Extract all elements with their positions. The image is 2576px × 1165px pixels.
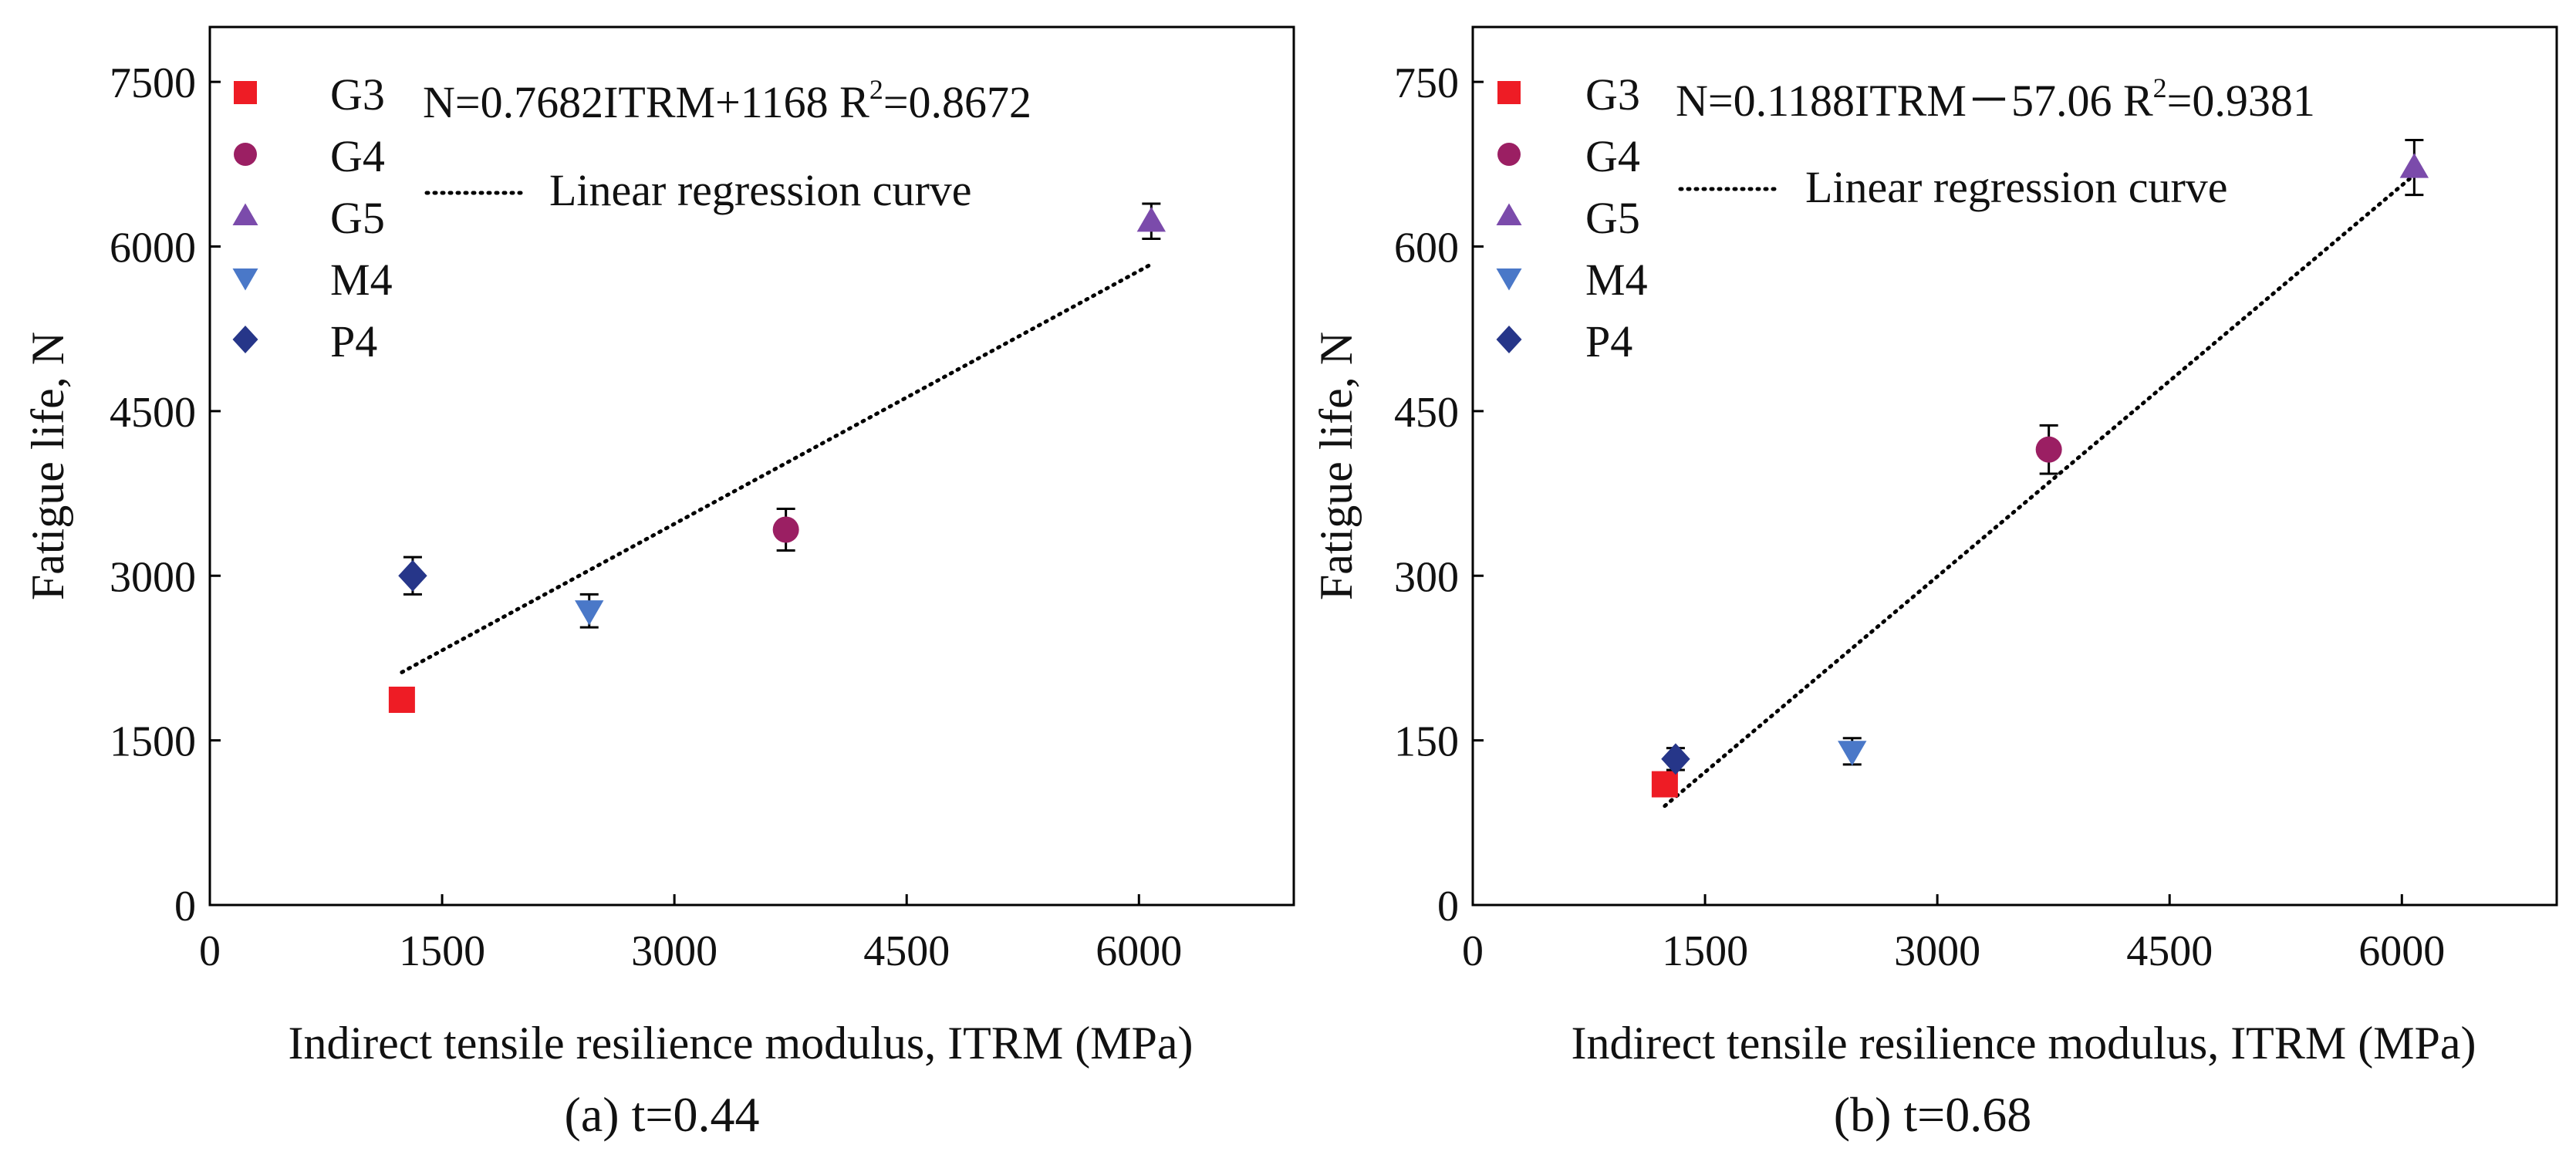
regression-line: [400, 262, 1153, 674]
legend: G3 G4 G5 M4 P4: [1496, 69, 1648, 366]
regression-legend-label: Linear regression curve: [1805, 162, 2228, 212]
y-axis-title: Fatigue life, N: [22, 332, 73, 600]
x-tick-label: 3000: [631, 927, 717, 975]
marker-g3: [388, 686, 415, 713]
legend-item-m4: M4: [1496, 255, 1648, 305]
y-tick-label: 4500: [110, 389, 196, 437]
point-g4: [772, 507, 799, 552]
legend-label: P4: [1585, 316, 1632, 366]
legend-label: G4: [330, 131, 385, 181]
point-p4: [1661, 743, 1690, 775]
x-tick-label: 0: [1462, 927, 1484, 975]
y-tick-label: 6000: [110, 225, 196, 272]
data-points: [388, 202, 1166, 713]
marker-g5: [2399, 153, 2429, 178]
x-tick-label: 1500: [1662, 927, 1748, 975]
legend-item-p4: P4: [232, 316, 377, 366]
plot-frame: [1471, 25, 2558, 907]
legend-label: G5: [1585, 193, 1640, 243]
legend-item-g4: G4: [234, 131, 385, 181]
point-m4: [1838, 737, 1867, 766]
regression-equation: N=0.1188ITRM－57.06 R2=0.9381: [1676, 73, 2315, 126]
marker-g5: [1136, 207, 1166, 232]
y-tick-label: 450: [1394, 389, 1459, 437]
legend-label: M4: [1585, 255, 1648, 305]
legend-label: M4: [330, 255, 393, 305]
legend-marker-g4: [234, 143, 257, 166]
legend-marker-m4: [1496, 268, 1522, 291]
marker-p4: [1661, 743, 1690, 775]
panel-caption: (b) t=0.68: [1834, 1087, 2032, 1142]
y-tick-label: 0: [174, 883, 196, 930]
legend-label: G5: [330, 193, 385, 243]
legend-item-g3: G3: [234, 69, 385, 120]
tick-labels: 0 1500 3000 4500 6000 0 150 300 450 600 750: [1394, 59, 2445, 975]
axis-ticks: [1471, 80, 2403, 907]
x-tick-label: 4500: [863, 927, 950, 975]
legend-label: P4: [330, 316, 377, 366]
point-p4: [398, 555, 427, 596]
point-g3: [388, 686, 415, 713]
x-axis-title: Indirect tensile resilience modulus, ITR…: [288, 1018, 1193, 1069]
y-tick-label: 7500: [110, 59, 196, 107]
legend-item-g4: G4: [1497, 131, 1640, 181]
point-g4: [2035, 424, 2062, 475]
x-tick-label: 3000: [1894, 927, 1980, 975]
legend-item-m4: M4: [232, 255, 393, 305]
x-tick-label: 4500: [2126, 927, 2213, 975]
y-tick-label: 300: [1394, 553, 1459, 601]
legend-item-p4: P4: [1496, 316, 1632, 366]
legend-marker-p4: [232, 326, 258, 353]
marker-m4: [575, 600, 604, 626]
point-m4: [575, 593, 604, 629]
point-g5: [2399, 139, 2429, 197]
y-axis-title: Fatigue life, N: [1311, 332, 1362, 600]
marker-p4: [398, 559, 427, 592]
x-tick-label: 1500: [399, 927, 485, 975]
regression-line: [1663, 173, 2416, 809]
legend-item-g3: G3: [1497, 69, 1640, 120]
data-points: [1651, 139, 2429, 798]
legend-marker-g3: [234, 81, 257, 104]
x-axis-title: Indirect tensile resilience modulus, ITR…: [1571, 1018, 2476, 1069]
legend-marker-m4: [232, 268, 258, 291]
x-tick-label: 6000: [2358, 927, 2445, 975]
x-tick-label: 6000: [1096, 927, 1182, 975]
panel-caption: (a) t=0.44: [565, 1087, 760, 1142]
y-tick-label: 600: [1394, 225, 1459, 272]
marker-m4: [1838, 741, 1867, 766]
axis-ticks: [208, 80, 1140, 907]
point-g5: [1136, 202, 1166, 241]
legend-label: G4: [1585, 131, 1640, 181]
point-g3: [1651, 771, 1678, 798]
legend: G3 G4 G5 M4 P4: [232, 69, 393, 366]
regression-legend-label: Linear regression curve: [549, 165, 972, 215]
legend-label: G3: [1585, 69, 1640, 120]
marker-g4: [2035, 436, 2062, 463]
legend-marker-g4: [1497, 143, 1521, 166]
x-tick-label: 0: [199, 927, 221, 975]
marker-g3: [1651, 771, 1678, 798]
legend-label: G3: [330, 69, 385, 120]
tick-labels: 0 1500 3000 4500 6000 0 1500 3000 4500 6000 7500: [110, 59, 1182, 975]
y-tick-label: 1500: [110, 718, 196, 766]
y-tick-label: 3000: [110, 553, 196, 601]
panel-b: 0 1500 3000 4500 6000 0 150 300 450 600 750 G3 G4 G5…: [1311, 25, 2558, 1142]
legend-item-g5: G5: [232, 193, 385, 243]
regression-equation: N=0.7682ITRM+1168 R2=0.8672: [423, 74, 1031, 127]
legend-item-g5: G5: [1496, 193, 1640, 243]
y-tick-label: 0: [1437, 883, 1459, 930]
legend-marker-g3: [1497, 81, 1521, 104]
plot-frame: [208, 25, 1295, 907]
legend-marker-g5: [232, 203, 258, 225]
y-tick-label: 750: [1394, 59, 1459, 107]
legend-marker-p4: [1496, 326, 1522, 353]
y-tick-label: 150: [1394, 718, 1459, 766]
panel-a: 0 1500 3000 4500 6000 0 1500 3000 4500 6000 7500 G…: [22, 25, 1295, 1142]
legend-marker-g5: [1496, 203, 1522, 225]
marker-g4: [772, 516, 799, 543]
